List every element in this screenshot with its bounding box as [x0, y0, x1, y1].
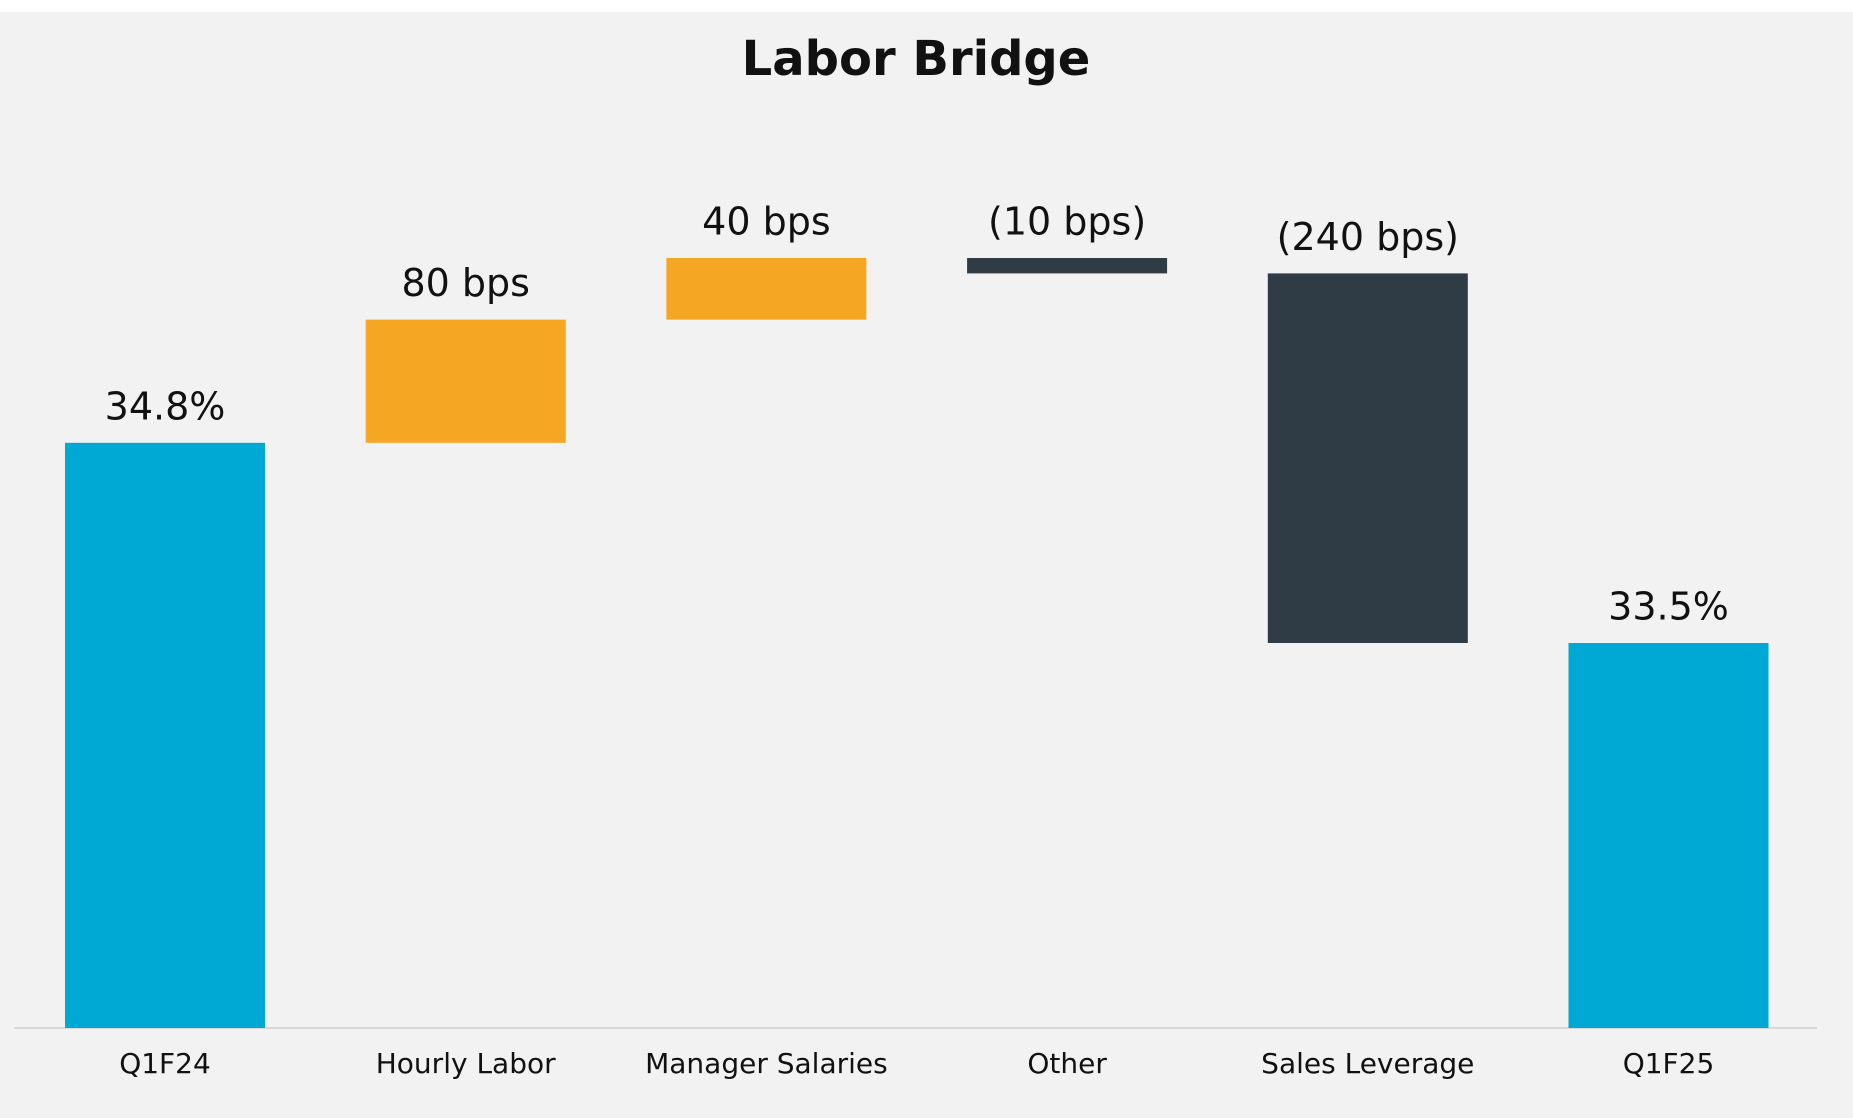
data-label: 40 bps: [702, 200, 830, 244]
x-tick-label: Hourly Labor: [376, 1047, 556, 1080]
data-label: 34.8%: [105, 384, 226, 428]
bar: [365, 319, 566, 443]
x-tick-label: Sales Leverage: [1261, 1047, 1474, 1080]
x-tick-label: Q1F24: [119, 1047, 211, 1080]
chart-title: Labor Bridge: [742, 31, 1091, 87]
chart-background: [0, 12, 1853, 1118]
x-tick-label: Other: [1027, 1047, 1107, 1080]
bar: [1568, 643, 1769, 1028]
data-label: (10 bps): [988, 200, 1146, 244]
data-label: (240 bps): [1277, 215, 1459, 259]
x-tick-label: Q1F25: [1623, 1047, 1715, 1080]
bar: [666, 258, 867, 320]
data-label: 33.5%: [1608, 585, 1729, 629]
bar: [1267, 273, 1468, 643]
x-tick-label: Manager Salaries: [645, 1047, 888, 1080]
data-label: 80 bps: [401, 261, 529, 305]
bar: [967, 258, 1168, 274]
bar: [65, 442, 265, 1028]
